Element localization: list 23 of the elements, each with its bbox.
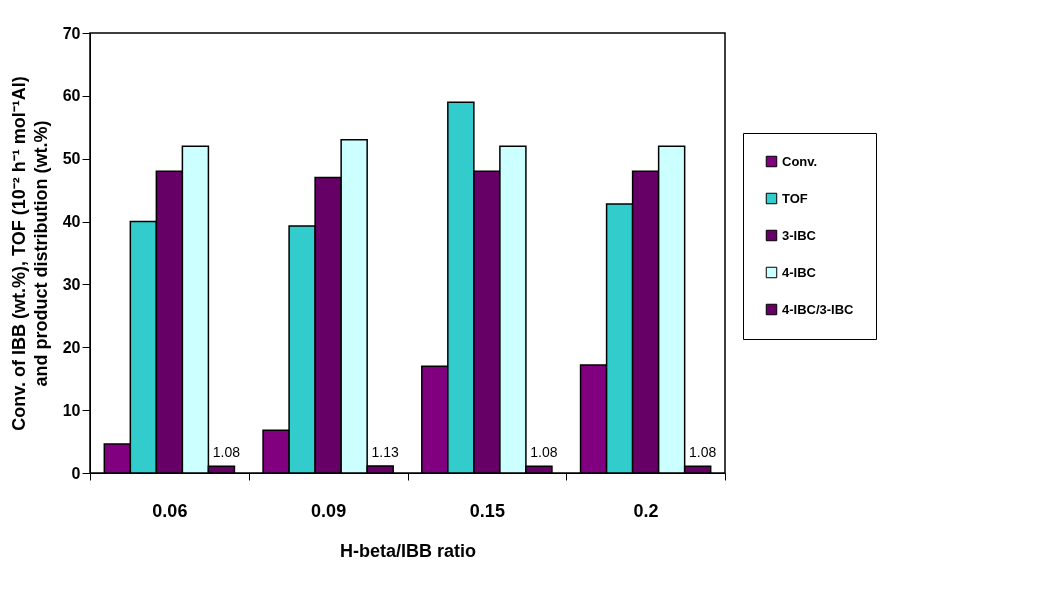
y-tick-label: 70: [62, 24, 81, 42]
x-tick-label: 0.06: [152, 500, 188, 521]
legend-label: TOF: [782, 190, 808, 206]
legend-label: Conv.: [782, 153, 818, 169]
data-label: 1.08: [212, 444, 241, 461]
y-tick-label: 50: [62, 150, 81, 168]
legend-label: 3-IBC: [782, 227, 817, 243]
legend-label: 4-IBC/3-IBC: [782, 301, 855, 317]
x-tick-label: 0.15: [469, 500, 505, 521]
x-axis-title: H-beta/IBB ratio: [339, 540, 477, 561]
x-tick-label: 0.09: [311, 500, 347, 521]
y-tick-label: 30: [62, 275, 81, 293]
y-tick-label: 20: [62, 338, 81, 356]
y-tick-label: 40: [62, 213, 81, 231]
legend-label: 4-IBC: [782, 264, 817, 280]
x-tick-label: 0.2: [633, 500, 659, 521]
y-axis-title: Conv. of IBB (wt.%), TOF (10⁻² h⁻¹ mol⁻¹Al) and product distribution (wt.%): [8, 76, 51, 431]
y-tick-label: 60: [62, 87, 81, 105]
data-label: 1.08: [689, 444, 717, 461]
data-label: 1.08: [530, 444, 558, 461]
data-label: 1.13: [371, 443, 400, 460]
y-tick-label: 10: [62, 401, 81, 419]
y-tick-label: 0: [71, 464, 81, 482]
